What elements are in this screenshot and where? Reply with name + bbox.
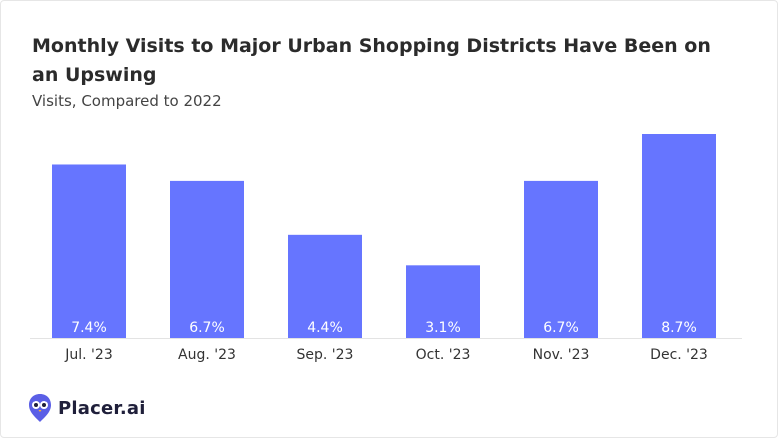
chart-title: Monthly Visits to Major Urban Shopping D… bbox=[32, 35, 711, 86]
chart-subtitle: Visits, Compared to 2022 bbox=[32, 92, 222, 110]
x-tick-label: Jul. '23 bbox=[64, 347, 112, 363]
bar bbox=[52, 164, 126, 338]
bar bbox=[524, 180, 598, 338]
brand-name: Placer.ai bbox=[58, 397, 146, 419]
bar-value-label: 6.7% bbox=[189, 320, 225, 336]
bar bbox=[406, 265, 480, 338]
brand-logo: Placer.ai bbox=[28, 393, 146, 423]
bar-value-label: 6.7% bbox=[543, 320, 579, 336]
bar bbox=[288, 234, 362, 338]
x-tick-label: Sep. '23 bbox=[297, 347, 354, 363]
bar-value-label: 4.4% bbox=[307, 320, 343, 336]
owl-icon bbox=[29, 394, 51, 422]
bar-value-label: 8.7% bbox=[661, 320, 697, 336]
x-tick-label: Aug. '23 bbox=[178, 347, 236, 363]
x-tick-label: Oct. '23 bbox=[416, 347, 471, 363]
bar bbox=[642, 134, 716, 338]
bar-value-label: 3.1% bbox=[425, 320, 461, 336]
x-tick-label: Dec. '23 bbox=[650, 347, 708, 363]
bar-value-label: 7.4% bbox=[71, 320, 107, 336]
bar bbox=[170, 180, 244, 338]
x-tick-label: Nov. '23 bbox=[533, 347, 590, 363]
